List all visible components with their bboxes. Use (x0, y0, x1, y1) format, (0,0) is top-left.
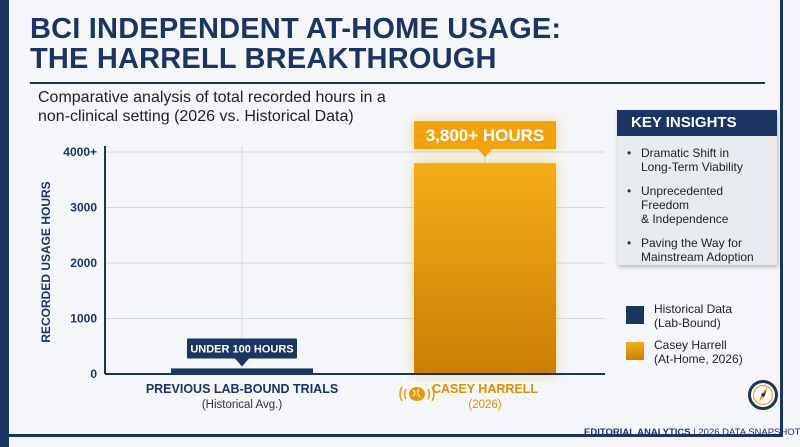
legend-swatch-historical (626, 306, 644, 324)
y-tick-label: 4000+ (63, 145, 97, 159)
category-sublabel-historical: (Historical Avg.) (202, 399, 282, 411)
title-line-1: BCI INDEPENDENT AT-HOME USAGE: (30, 13, 562, 45)
y-tick-labels: 0 1000 2000 3000 4000+ (63, 145, 97, 381)
legend-line: Historical Data (654, 302, 733, 316)
footer-separator: | (693, 427, 696, 438)
bars (171, 163, 556, 374)
y-tick-label: 3000 (70, 201, 97, 215)
y-tick-label: 0 (90, 367, 97, 381)
title-divider (30, 82, 765, 84)
y-tick-label: 1000 (70, 312, 97, 326)
page-frame (0, 0, 783, 437)
page-title: BCI INDEPENDENT AT-HOME USAGE: THE HARRE… (30, 14, 561, 74)
legend-label-harrell: Casey Harrell (At-Home, 2026) (654, 338, 743, 366)
insight-item-line: Mainstream Adoption (641, 250, 754, 264)
legend-line: (At-Home, 2026) (654, 352, 743, 366)
legend-label-historical: Historical Data (Lab-Bound) (654, 302, 732, 330)
bar-harrell (414, 163, 556, 374)
category-sublabel-harrell: (2026) (468, 399, 501, 411)
left-accent-bar (0, 0, 9, 447)
y-tick-label: 2000 (70, 256, 97, 270)
key-insights-list: Dramatic Shift in Long-Term Viability Un… (617, 136, 777, 264)
legend-item-historical: Historical Data (Lab-Bound) (626, 302, 776, 336)
y-axis-title: RECORDED USAGE HOURS (39, 181, 53, 342)
data-label-text: UNDER 100 HOURS (190, 343, 293, 355)
key-insights-panel: KEY INSIGHTS Dramatic Shift in Long-Term… (617, 110, 777, 265)
key-insights-heading: KEY INSIGHTS (617, 110, 777, 136)
title-line-2: THE HARRELL BREAKTHROUGH (30, 43, 497, 75)
data-label-historical: UNDER 100 HOURS (187, 338, 297, 367)
footer-note: 2026 DATA SNAPSHOT (698, 427, 800, 438)
legend-swatch-harrell (626, 342, 644, 360)
legend-line: (Lab-Bound) (654, 316, 721, 330)
legend-item-harrell: Casey Harrell (At-Home, 2026) (626, 338, 776, 372)
category-label-historical: PREVIOUS LAB-BOUND TRIALS (146, 382, 338, 396)
compass-icon (747, 379, 779, 411)
insight-item-line: & Independence (641, 212, 729, 226)
insight-item-line: Unprecedented Freedom (641, 184, 724, 212)
subtitle-line-1: Comparative analysis of total recorded h… (38, 89, 386, 106)
insight-item: Paving the Way for Mainstream Adoption (627, 236, 769, 264)
bar-historical (171, 368, 313, 374)
subtitle-line-2: non-clinical setting (2026 vs. Historica… (38, 108, 354, 125)
data-labels: UNDER 100 HOURS 3,800+ HOURS (187, 121, 556, 367)
chart-legend: Historical Data (Lab-Bound) Casey Harrel… (626, 302, 776, 374)
insight-item-line: Long-Term Viability (641, 160, 743, 174)
insight-item-line: Dramatic Shift in (641, 146, 730, 160)
footer: EDITORIAL ANALYTICS | 2026 DATA SNAPSHOT (584, 427, 800, 438)
insight-item-line: Paving the Way for (641, 236, 742, 250)
page-subtitle: Comparative analysis of total recorded h… (38, 88, 438, 126)
brain-waves-icon (399, 386, 435, 402)
insight-item: Dramatic Shift in Long-Term Viability (627, 146, 769, 174)
footer-brand: EDITORIAL ANALYTICS (584, 427, 691, 438)
insight-item: Unprecedented Freedom & Independence (627, 184, 769, 226)
category-label-harrell: CASEY HARRELL (432, 382, 538, 396)
data-label-text: 3,800+ HOURS (426, 126, 545, 145)
legend-line: Casey Harrell (654, 338, 727, 352)
data-label-harrell: 3,800+ HOURS (414, 121, 556, 158)
